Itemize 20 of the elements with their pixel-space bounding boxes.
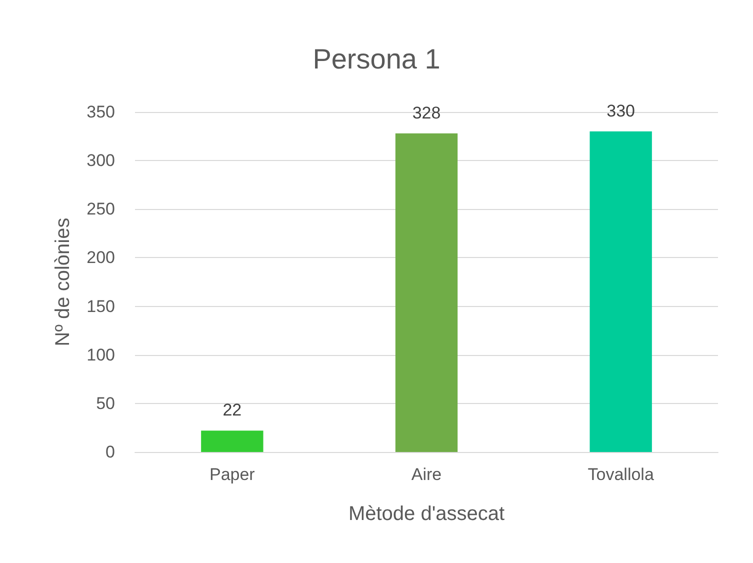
y-axis-title: Nº de colònies	[52, 218, 74, 346]
y-tick-label: 100	[86, 345, 115, 364]
data-label: 328	[412, 103, 441, 122]
y-tick-label: 0	[106, 442, 115, 462]
y-tick-label: 300	[86, 151, 115, 170]
y-tick-label: 350	[86, 102, 115, 122]
x-tick-label: Tovallola	[588, 465, 654, 484]
bar	[395, 133, 458, 452]
data-label: 330	[606, 101, 636, 120]
bar	[201, 430, 264, 452]
x-tick-label: Aire	[411, 465, 442, 484]
y-tick-label: 200	[86, 248, 115, 268]
y-tick-label: 150	[86, 296, 115, 316]
bar	[590, 131, 652, 452]
chart-title: Persona 1	[312, 44, 440, 74]
x-tick-label: Paper	[209, 465, 256, 484]
y-tick-label: 50	[96, 394, 115, 413]
data-label: 22	[222, 400, 242, 420]
y-tick-label: 250	[86, 200, 115, 219]
x-axis-title: Mètode d'assecat	[348, 503, 506, 525]
